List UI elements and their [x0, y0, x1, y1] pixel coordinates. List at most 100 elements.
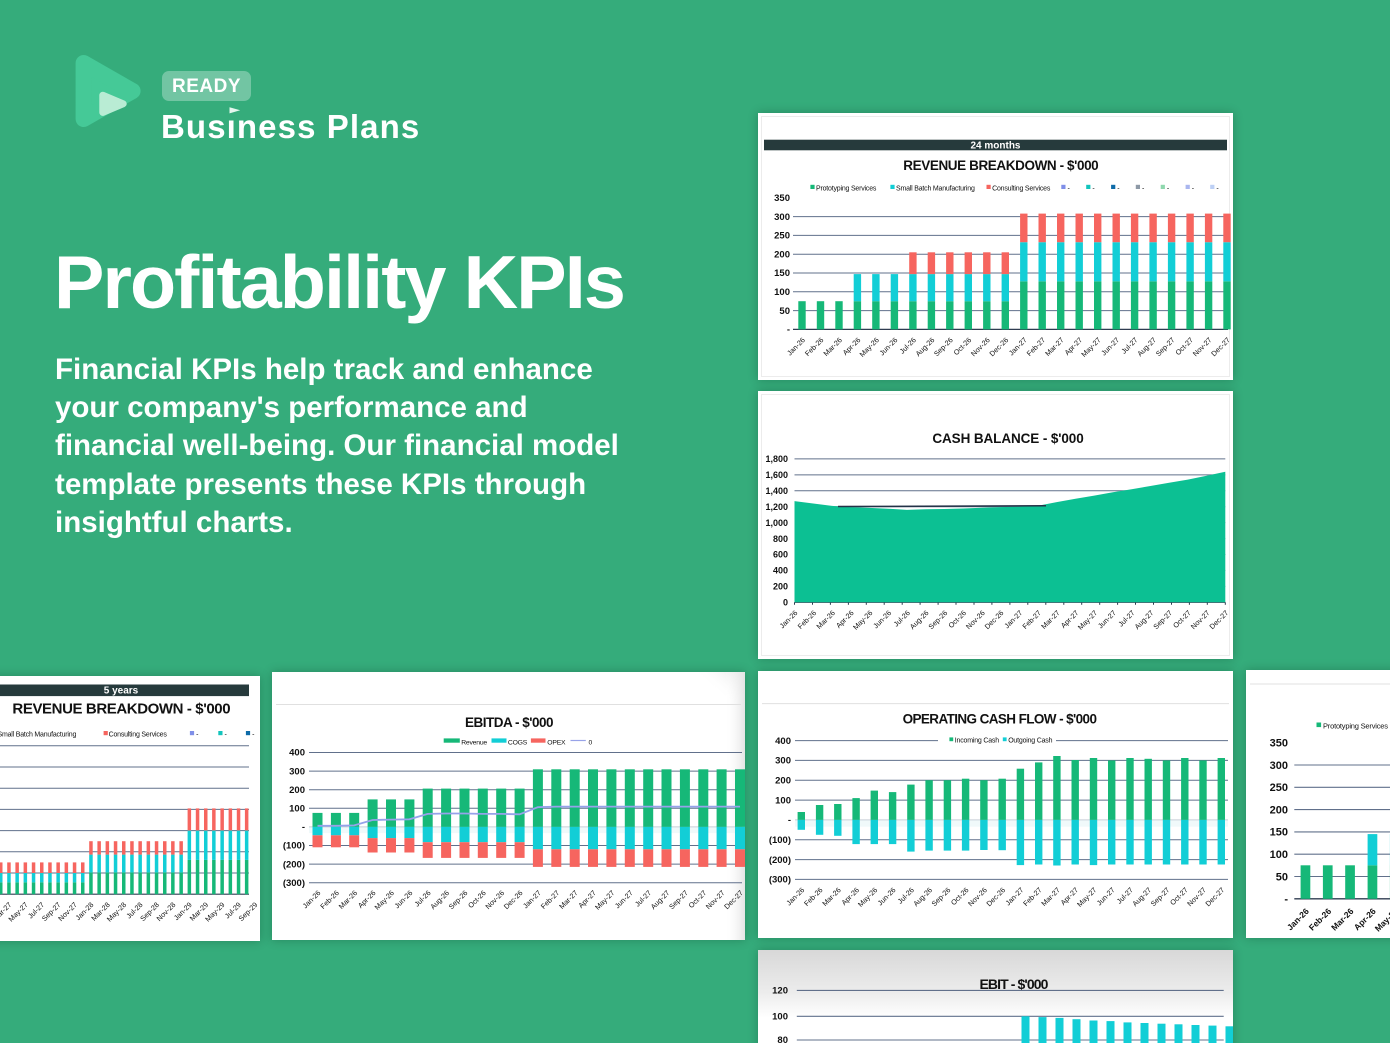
svg-text:-: -: [787, 325, 790, 336]
svg-text:150: 150: [1270, 827, 1288, 839]
svg-text:Nov-26: Nov-26: [964, 608, 987, 631]
svg-text:Aug-27: Aug-27: [1130, 885, 1153, 908]
svg-text:300: 300: [1270, 760, 1288, 772]
svg-text:Jan-26: Jan-26: [785, 335, 807, 357]
svg-text:300: 300: [774, 212, 790, 223]
svg-text:May-26: May-26: [858, 335, 881, 358]
svg-text:-: -: [225, 732, 228, 739]
svg-text:Consulting Services: Consulting Services: [992, 185, 1051, 192]
svg-text:Nov-27: Nov-27: [704, 888, 727, 911]
svg-text:-: -: [788, 815, 791, 826]
svg-text:Jun-26: Jun-26: [871, 608, 893, 630]
svg-text:Revenue: Revenue: [461, 739, 487, 746]
svg-text:Nov-27: Nov-27: [1191, 335, 1214, 358]
svg-text:100: 100: [775, 795, 791, 806]
svg-text:Outgoing Cash: Outgoing Cash: [1008, 738, 1052, 745]
svg-text:Jan-26: Jan-26: [784, 885, 806, 907]
svg-text:Dec-27: Dec-27: [1207, 608, 1230, 631]
svg-text:0: 0: [783, 598, 788, 608]
svg-text:Feb-27: Feb-27: [1020, 608, 1042, 630]
svg-text:Feb-27: Feb-27: [539, 888, 561, 910]
svg-text:Mar-27: Mar-27: [1039, 885, 1061, 907]
svg-text:Aug-27: Aug-27: [649, 888, 672, 911]
svg-text:Feb-26: Feb-26: [802, 885, 824, 907]
svg-text:-: -: [1167, 185, 1170, 192]
svg-text:Nov-27: Nov-27: [1189, 608, 1212, 631]
svg-text:Jun-26: Jun-26: [876, 885, 898, 907]
svg-text:300: 300: [289, 766, 305, 777]
svg-text:1,800: 1,800: [765, 454, 788, 464]
svg-text:1,600: 1,600: [765, 470, 788, 480]
svg-text:Jan-26: Jan-26: [301, 888, 323, 910]
svg-text:-: -: [1142, 185, 1145, 192]
svg-text:May-27: May-27: [593, 888, 616, 911]
svg-text:1,200: 1,200: [765, 502, 788, 512]
svg-text:Dec-26: Dec-26: [984, 885, 1007, 908]
svg-text:-: -: [1192, 185, 1195, 192]
svg-text:80: 80: [777, 1035, 788, 1043]
svg-text:250: 250: [1270, 782, 1288, 794]
svg-text:0: 0: [589, 739, 593, 746]
svg-text:Feb-26: Feb-26: [803, 335, 825, 357]
svg-text:-: -: [1284, 894, 1288, 906]
svg-text:200: 200: [1270, 804, 1288, 816]
svg-text:Incoming Cash: Incoming Cash: [955, 738, 999, 745]
svg-text:Jan-26: Jan-26: [778, 608, 800, 630]
svg-text:Nov-27: Nov-27: [1185, 885, 1208, 908]
svg-text:Nov-28: Nov-28: [155, 900, 178, 923]
svg-text:Dec-26: Dec-26: [502, 888, 525, 911]
svg-text:800: 800: [773, 534, 788, 544]
svg-text:Jun-27: Jun-27: [1099, 335, 1121, 357]
svg-text:May-26: May-26: [1373, 906, 1390, 934]
svg-text:1,000: 1,000: [765, 518, 788, 528]
svg-text:Nov-27: Nov-27: [56, 900, 79, 923]
svg-text:250: 250: [774, 231, 790, 242]
svg-text:Jan-27: Jan-27: [1003, 885, 1025, 907]
svg-text:50: 50: [1276, 871, 1288, 883]
svg-text:Jun-26: Jun-26: [877, 335, 899, 357]
svg-text:Aug-26: Aug-26: [428, 888, 451, 911]
svg-text:-: -: [1068, 185, 1071, 192]
svg-text:(300): (300): [769, 875, 791, 886]
svg-text:(100): (100): [283, 841, 305, 852]
svg-text:100: 100: [774, 287, 790, 298]
svg-text:120: 120: [772, 986, 788, 997]
svg-text:Aug-26: Aug-26: [914, 335, 937, 358]
svg-text:400: 400: [289, 748, 305, 759]
svg-text:24 months: 24 months: [970, 140, 1020, 151]
svg-text:Aug-27: Aug-27: [1135, 335, 1158, 358]
svg-text:OPERATING CASH FLOW - $'000: OPERATING CASH FLOW - $'000: [903, 712, 1097, 727]
svg-text:OPEX: OPEX: [547, 739, 566, 746]
svg-text:Mar-27: Mar-27: [557, 888, 579, 910]
svg-text:Jan-27: Jan-27: [1002, 608, 1024, 630]
svg-text:Prototyping Services: Prototyping Services: [1323, 722, 1388, 731]
svg-text:Mar-26: Mar-26: [821, 335, 843, 357]
svg-text:(300): (300): [283, 878, 305, 889]
svg-text:100: 100: [1270, 849, 1288, 861]
svg-text:Dec-27: Dec-27: [1209, 335, 1232, 358]
svg-text:Aug-26: Aug-26: [911, 885, 934, 908]
svg-text:Sep-27: Sep-27: [1154, 335, 1177, 358]
svg-text:May-26: May-26: [373, 888, 396, 911]
svg-text:Mar-27: Mar-27: [1043, 335, 1065, 357]
svg-text:Sep-27: Sep-27: [667, 888, 690, 911]
svg-text:Mar-26: Mar-26: [337, 888, 359, 910]
svg-text:May-27: May-27: [1079, 335, 1102, 358]
svg-text:Sep-29: Sep-29: [237, 900, 260, 923]
svg-text:50: 50: [779, 306, 790, 317]
svg-text:(100): (100): [769, 835, 791, 846]
svg-text:Dec-26: Dec-26: [987, 335, 1010, 358]
svg-text:200: 200: [773, 582, 788, 592]
svg-text:Jan-26: Jan-26: [1285, 906, 1311, 932]
svg-text:Feb-26: Feb-26: [1307, 906, 1334, 933]
svg-text:Feb-27: Feb-27: [1025, 335, 1047, 357]
svg-text:Mar-27: Mar-27: [1039, 608, 1061, 630]
svg-text:May-27: May-27: [1075, 885, 1098, 908]
svg-text:400: 400: [773, 566, 788, 576]
svg-text:May-26: May-26: [856, 885, 879, 908]
svg-text:200: 200: [289, 785, 305, 796]
svg-text:Sep-26: Sep-26: [930, 885, 953, 908]
svg-text:-: -: [196, 732, 199, 739]
svg-text:Jun-27: Jun-27: [613, 888, 635, 910]
svg-text:Sep-26: Sep-26: [932, 335, 955, 358]
